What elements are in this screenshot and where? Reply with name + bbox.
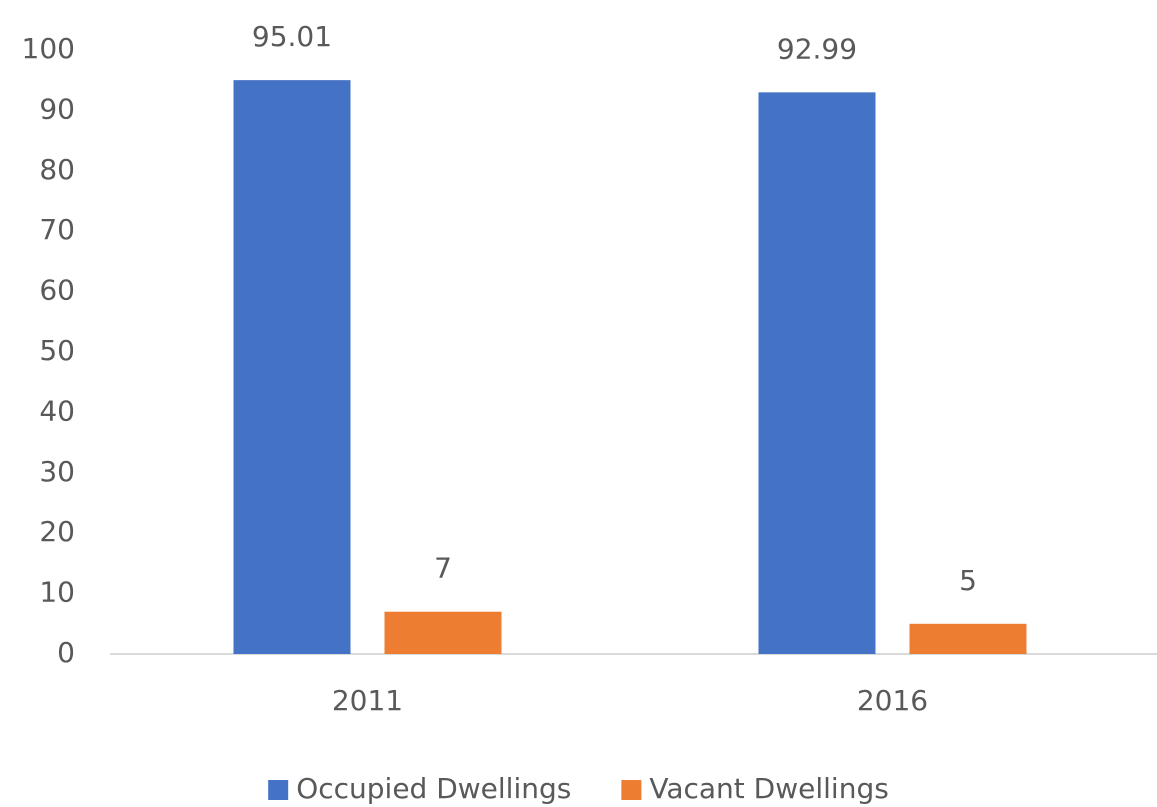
data-label: 92.99	[777, 32, 857, 65]
y-tick-label: 40	[39, 394, 75, 427]
y-tick-label: 30	[39, 455, 75, 488]
y-tick-label: 100	[22, 32, 75, 65]
y-tick-label: 0	[57, 636, 75, 669]
y-tick-label: 80	[39, 153, 75, 186]
y-tick-label: 10	[39, 576, 75, 609]
bar	[909, 623, 1027, 654]
x-tick-label: 2016	[857, 684, 928, 717]
bar	[384, 611, 502, 654]
data-label: 7	[434, 552, 452, 585]
y-tick-label: 20	[39, 515, 75, 548]
data-label: 95.01	[252, 20, 332, 53]
legend-swatch	[621, 780, 642, 800]
y-tick-label: 70	[39, 213, 75, 246]
y-tick-label: 60	[39, 274, 75, 307]
data-label: 5	[959, 564, 977, 597]
bar	[758, 92, 876, 655]
legend-label: Vacant Dwellings	[649, 772, 888, 805]
legend-label: Occupied Dwellings	[296, 772, 571, 805]
legend-swatch	[268, 780, 289, 800]
y-tick-label: 50	[39, 334, 75, 367]
y-tick-label: 90	[39, 92, 75, 125]
x-tick-label: 2011	[332, 684, 403, 717]
bar	[233, 80, 351, 655]
